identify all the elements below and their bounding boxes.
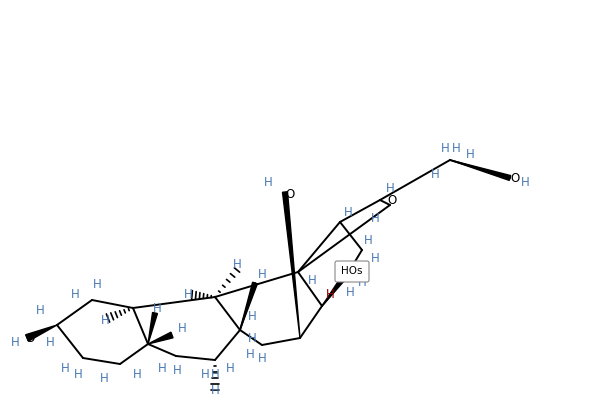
Text: H: H [326,288,334,302]
Text: H: H [358,275,367,288]
Text: H: H [371,251,379,264]
Text: H: H [258,352,266,364]
Text: H: H [346,286,355,299]
Text: H: H [353,271,362,284]
Text: H: H [93,279,102,291]
Text: H: H [61,361,69,375]
Text: H: H [172,364,182,377]
Text: H: H [451,142,460,155]
Text: H: H [246,348,254,361]
Text: H: H [364,233,373,246]
Text: O: O [388,193,397,206]
Text: H: H [210,368,219,381]
Polygon shape [282,192,300,338]
Text: H: H [258,268,266,282]
Text: H: H [74,368,82,381]
Text: H: H [441,142,450,155]
Text: H: H [466,149,474,162]
Text: H: H [71,288,79,302]
Polygon shape [322,270,350,306]
Text: H: H [201,368,209,381]
Text: O: O [510,171,520,184]
Text: O: O [285,188,294,202]
Text: H: H [100,372,108,384]
Text: H: H [264,175,272,188]
Text: H: H [308,273,316,286]
Polygon shape [148,332,173,344]
Text: H: H [248,331,257,344]
Polygon shape [450,160,511,180]
Text: H: H [344,206,352,219]
Text: H: H [248,310,257,322]
Text: O: O [25,331,35,344]
Polygon shape [26,325,57,341]
Text: H: H [178,322,186,335]
Text: H: H [225,361,234,375]
Text: H: H [386,182,394,195]
Text: H: H [133,368,141,381]
Text: H: H [210,384,219,397]
Text: H: H [157,361,166,375]
Text: H: H [100,313,109,326]
Text: HOs: HOs [341,266,363,276]
Text: H: H [153,302,162,315]
Text: H: H [520,175,529,188]
Polygon shape [240,282,257,330]
Text: H: H [233,259,242,271]
Text: H: H [35,304,44,317]
Text: H: H [184,288,192,302]
Text: H: H [431,169,439,182]
Polygon shape [148,313,157,344]
FancyBboxPatch shape [335,261,369,282]
Text: H: H [46,335,54,348]
Text: H: H [371,211,379,224]
Text: H: H [11,335,19,348]
